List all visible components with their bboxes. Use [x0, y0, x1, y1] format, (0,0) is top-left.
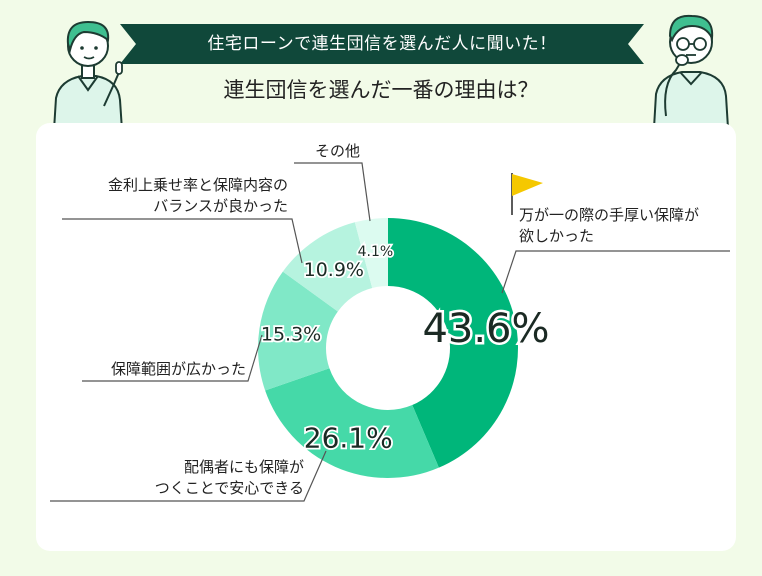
category-label-line: 配偶者にも保障が	[183, 458, 304, 476]
slice-value-label-1: 43.6%	[422, 306, 549, 352]
donut-chart: 43.6% 26.1% 15.3% 10.9%4.1%	[50, 162, 730, 502]
person-right-icon	[652, 14, 730, 128]
category-label-line: つくことで安心できる	[154, 479, 304, 497]
category-label-line: 万が一の際の手厚い保障が	[519, 206, 700, 224]
category-label-line: バランスが良かった	[153, 197, 288, 215]
slice-2	[265, 368, 439, 478]
banner-text: 住宅ローンで連生団信を選んだ人に聞いた！	[207, 34, 557, 54]
header-banner: 住宅ローンで連生団信を選んだ人に聞いた！	[120, 24, 644, 64]
category-label-line: その他	[314, 142, 360, 160]
page-subtitle: 連生団信を選んだ一番の理由は？	[223, 78, 539, 102]
slice-value-label-4: 10.9%	[304, 259, 364, 281]
slice-5	[354, 218, 388, 289]
category-label-1: 万が一の際の手厚い保障が 欲しかった	[519, 205, 729, 247]
category-label-line: 保障範囲が広かった	[110, 360, 246, 378]
leader-line-4	[62, 218, 303, 264]
leader-line-5	[294, 162, 371, 222]
category-label-3: 保障範囲が広かった	[76, 359, 246, 380]
category-label-4: 金利上乗せ率と保障内容のバランスが良かった	[66, 175, 288, 217]
slice-3	[258, 271, 338, 391]
category-label-2: 配偶者にも保障がつくことで安心できる	[96, 457, 304, 499]
category-label-line: 金利上乗せ率と保障内容の	[107, 176, 288, 194]
slice-value-label-5: 4.1%	[358, 244, 394, 260]
banner-ribbon	[120, 24, 644, 64]
flag-icon	[511, 173, 543, 215]
slice-value-label-3: 15.3%	[261, 324, 321, 346]
slice-4	[282, 222, 373, 312]
leader-line-3	[82, 334, 263, 382]
leader-line-1	[501, 250, 730, 294]
category-label-5: その他	[290, 141, 360, 162]
chart-card: 43.6% 26.1% 15.3% 10.9% 4.1% 万が一の際の手厚い保障が 欲しか…	[36, 123, 736, 551]
person-left-icon	[52, 20, 124, 130]
category-label-line: 欲しかった	[519, 227, 595, 245]
leader-line-2	[50, 450, 327, 502]
slice-1	[388, 218, 518, 468]
slice-value-label-2: 26.1%	[304, 422, 393, 455]
